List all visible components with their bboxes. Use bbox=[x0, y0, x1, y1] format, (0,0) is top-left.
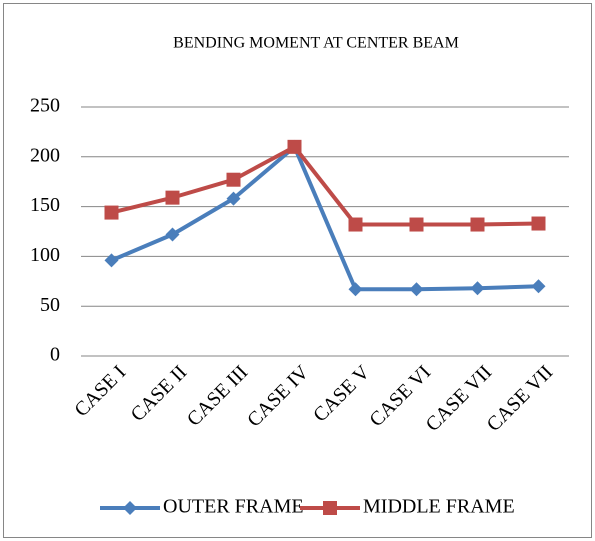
y-tick-label: 0 bbox=[50, 344, 60, 366]
chart-border bbox=[3, 3, 592, 538]
data-point bbox=[104, 205, 119, 220]
data-point bbox=[409, 217, 424, 232]
data-point bbox=[287, 139, 302, 154]
legend-marker bbox=[323, 501, 337, 515]
data-point bbox=[226, 191, 241, 206]
data-point bbox=[104, 253, 119, 268]
series-line bbox=[111, 144, 539, 227]
data-point bbox=[470, 281, 485, 296]
data-point bbox=[531, 279, 546, 294]
y-tick-label: 250 bbox=[30, 95, 60, 117]
data-point bbox=[165, 190, 180, 205]
data-point bbox=[348, 217, 363, 232]
data-point bbox=[409, 282, 424, 297]
y-tick-label: 200 bbox=[30, 144, 60, 166]
data-point bbox=[470, 217, 485, 232]
data-point bbox=[531, 216, 546, 231]
data-point bbox=[226, 172, 241, 187]
legend-label: OUTER FRAME bbox=[163, 496, 304, 518]
legend-label: MIDDLE FRAME bbox=[363, 496, 515, 518]
y-tick-label: 150 bbox=[30, 194, 60, 216]
y-tick-label: 100 bbox=[30, 244, 60, 266]
y-tick-label: 50 bbox=[40, 294, 60, 316]
chart-title: BENDING MOMENT AT CENTER BEAM bbox=[173, 35, 459, 52]
data-point bbox=[348, 282, 363, 297]
data-point bbox=[165, 227, 180, 242]
legend-marker bbox=[123, 501, 137, 515]
series-line bbox=[110, 144, 539, 292]
